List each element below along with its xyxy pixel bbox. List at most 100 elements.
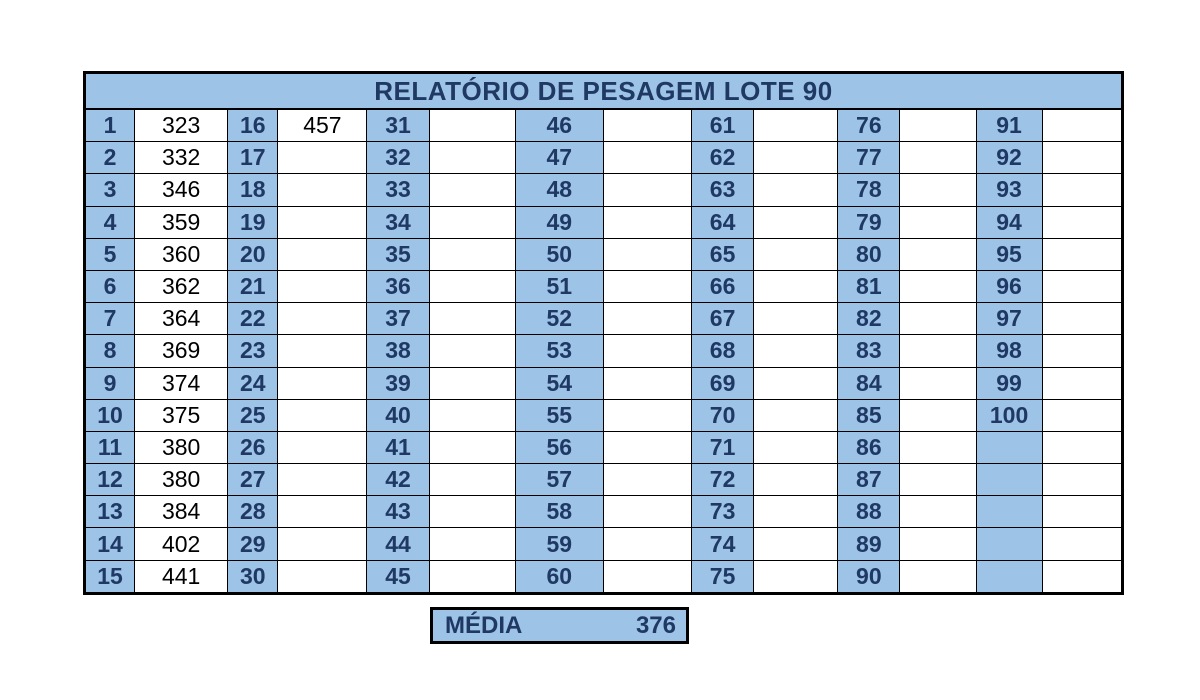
weight-cell: 402 — [134, 527, 229, 561]
animal-number-cell: 85 — [837, 398, 901, 432]
animal-number-cell: 61 — [691, 108, 755, 143]
animal-number-cell: 34 — [366, 205, 430, 239]
animal-number-cell — [975, 527, 1043, 561]
animal-number-cell: 35 — [366, 237, 430, 271]
weight-cell — [753, 141, 839, 175]
animal-number-cell: 70 — [691, 398, 755, 432]
weight-cell: 441 — [134, 559, 229, 594]
animal-number-cell: 25 — [227, 398, 279, 432]
animal-number-cell: 50 — [514, 237, 604, 271]
animal-number-cell: 83 — [837, 334, 901, 368]
weight-cell — [277, 334, 368, 368]
animal-number-cell: 27 — [227, 463, 279, 497]
table-row: 15 441 30 45 60 75 90 — [83, 559, 1124, 594]
animal-number-cell: 78 — [837, 173, 901, 207]
average-value: 376 — [635, 611, 676, 639]
animal-number-cell: 91 — [975, 108, 1043, 143]
animal-number-cell: 14 — [83, 527, 136, 561]
animal-number-cell: 88 — [837, 495, 901, 529]
weight-cell — [602, 559, 693, 594]
animal-number-cell: 93 — [975, 173, 1043, 207]
animal-number-cell: 46 — [514, 108, 604, 143]
weight-cell — [753, 366, 839, 400]
weight-cell — [1041, 205, 1124, 239]
animal-number-cell: 86 — [837, 430, 901, 465]
table-row: 4 359 19 34 49 64 79 94 — [83, 205, 1124, 239]
table-row: 14 402 29 44 59 74 89 — [83, 527, 1124, 561]
weight-cell — [277, 141, 368, 175]
animal-number-cell: 53 — [514, 334, 604, 368]
animal-number-cell: 13 — [83, 495, 136, 529]
table-row: 3 346 18 33 48 63 78 93 — [83, 173, 1124, 207]
weight-cell — [753, 205, 839, 239]
weight-cell — [277, 398, 368, 432]
animal-number-cell: 18 — [227, 173, 279, 207]
animal-number-cell: 15 — [83, 559, 136, 594]
animal-number-cell: 32 — [366, 141, 430, 175]
weight-cell — [1041, 559, 1124, 594]
weight-cell — [753, 108, 839, 143]
table-row: 11 380 26 41 56 71 86 — [83, 430, 1124, 465]
weighing-report-sheet: RELATÓRIO DE PESAGEM LOTE 90 1 323 16 457 31… — [83, 71, 1124, 644]
animal-number-cell: 43 — [366, 495, 430, 529]
weight-cell — [899, 495, 977, 529]
weight-cell — [277, 366, 368, 400]
weight-cell — [428, 463, 516, 497]
animal-number-cell: 37 — [366, 302, 430, 336]
weight-cell — [428, 559, 516, 594]
average-summary: MÉDIA 376 — [430, 607, 689, 644]
weight-cell — [428, 173, 516, 207]
weight-cell: 323 — [134, 108, 229, 143]
animal-number-cell: 68 — [691, 334, 755, 368]
weight-cell — [753, 559, 839, 594]
animal-number-cell: 79 — [837, 205, 901, 239]
animal-number-cell: 92 — [975, 141, 1043, 175]
weight-cell — [899, 108, 977, 143]
animal-number-cell: 90 — [837, 559, 901, 594]
animal-number-cell: 21 — [227, 269, 279, 304]
animal-number-cell: 28 — [227, 495, 279, 529]
weight-cell — [1041, 141, 1124, 175]
weight-cell: 457 — [277, 108, 368, 143]
animal-number-cell: 58 — [514, 495, 604, 529]
animal-number-cell: 48 — [514, 173, 604, 207]
animal-number-cell: 71 — [691, 430, 755, 465]
table-row: 10 375 25 40 55 70 85 100 — [83, 398, 1124, 432]
animal-number-cell: 59 — [514, 527, 604, 561]
animal-number-cell: 44 — [366, 527, 430, 561]
animal-number-cell: 57 — [514, 463, 604, 497]
weight-cell — [753, 398, 839, 432]
animal-number-cell: 51 — [514, 269, 604, 304]
weight-cell — [602, 495, 693, 529]
weight-cell — [602, 108, 693, 143]
animal-number-cell: 5 — [83, 237, 136, 271]
weight-cell — [277, 559, 368, 594]
weight-cell — [277, 205, 368, 239]
weighing-report-table: RELATÓRIO DE PESAGEM LOTE 90 1 323 16 457 31… — [83, 71, 1124, 595]
weight-cell: 360 — [134, 237, 229, 271]
animal-number-cell: 56 — [514, 430, 604, 465]
animal-number-cell: 23 — [227, 334, 279, 368]
weight-cell — [1041, 334, 1124, 368]
weight-cell — [753, 173, 839, 207]
animal-number-cell: 47 — [514, 141, 604, 175]
animal-number-cell — [975, 430, 1043, 465]
weight-cell — [277, 173, 368, 207]
weight-cell — [428, 141, 516, 175]
weight-cell — [899, 237, 977, 271]
animal-number-cell: 95 — [975, 237, 1043, 271]
weight-cell — [602, 398, 693, 432]
animal-number-cell: 20 — [227, 237, 279, 271]
weight-cell — [753, 269, 839, 304]
weight-cell: 380 — [134, 430, 229, 465]
animal-number-cell: 24 — [227, 366, 279, 400]
weight-cell — [1041, 527, 1124, 561]
animal-number-cell: 16 — [227, 108, 279, 143]
weight-cell — [753, 334, 839, 368]
weight-cell — [753, 495, 839, 529]
animal-number-cell: 63 — [691, 173, 755, 207]
animal-number-cell — [975, 495, 1043, 529]
weight-cell: 380 — [134, 463, 229, 497]
animal-number-cell: 41 — [366, 430, 430, 465]
animal-number-cell: 89 — [837, 527, 901, 561]
